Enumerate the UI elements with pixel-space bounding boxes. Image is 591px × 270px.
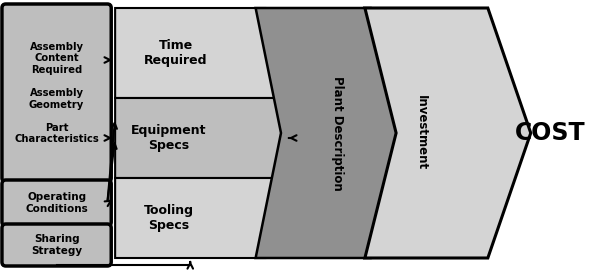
Text: Tooling
Specs: Tooling Specs — [144, 204, 194, 232]
FancyBboxPatch shape — [2, 4, 111, 182]
Polygon shape — [115, 98, 284, 178]
Text: Investment: Investment — [415, 95, 428, 171]
Polygon shape — [365, 8, 531, 258]
Text: COST: COST — [515, 121, 586, 145]
Text: Sharing
Strategy: Sharing Strategy — [31, 234, 82, 256]
FancyBboxPatch shape — [2, 224, 111, 266]
Polygon shape — [256, 8, 402, 258]
Text: Operating
Conditions: Operating Conditions — [25, 192, 88, 214]
Text: Plant Description: Plant Description — [330, 76, 343, 190]
Polygon shape — [115, 8, 284, 98]
Text: Equipment
Specs: Equipment Specs — [131, 124, 206, 152]
FancyBboxPatch shape — [2, 180, 111, 226]
Text: Time
Required: Time Required — [144, 39, 207, 67]
Polygon shape — [115, 178, 282, 258]
Text: Assembly
Content
Required

Assembly
Geometry

Part
Characteristics: Assembly Content Required Assembly Geome… — [14, 42, 99, 144]
